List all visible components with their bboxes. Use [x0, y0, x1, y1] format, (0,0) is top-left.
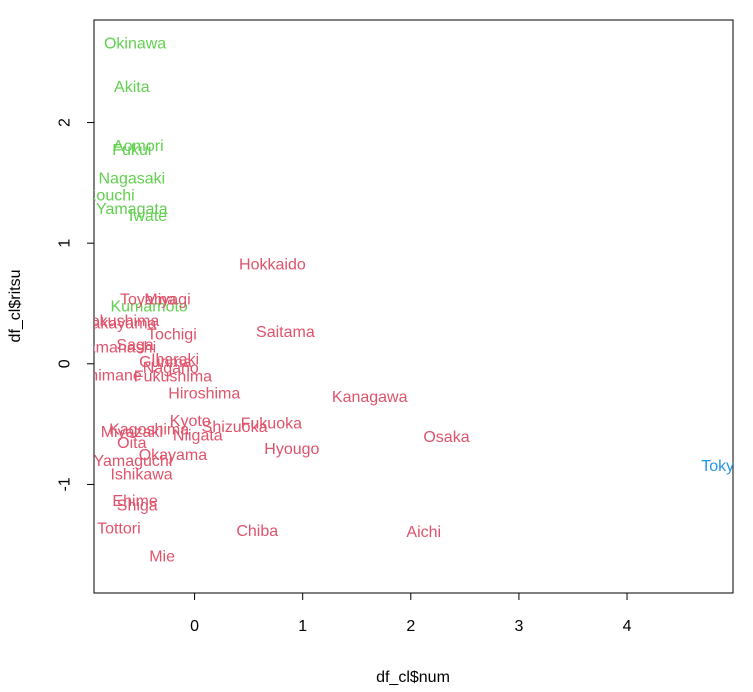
- point-label-ishikawa: Ishikawa: [110, 466, 172, 483]
- point-label-aichi: Aichi: [406, 524, 441, 541]
- point-label-miyagi: Miyagi: [144, 291, 190, 308]
- point-label-saga: Saga: [116, 337, 153, 354]
- point-label-shiga: Shiga: [117, 498, 158, 515]
- point-label-kyoto: Kyoto: [170, 413, 211, 430]
- x-tick-label: 1: [298, 618, 307, 635]
- point-label-tokushima: Tokushima: [83, 313, 160, 330]
- point-label-yamaguchi: Yamaguchi: [93, 453, 172, 470]
- point-label-hiroshima: Hiroshima: [168, 385, 240, 402]
- x-axis: 0 1 2 3 4: [190, 593, 632, 635]
- point-label-shizuoka: Shizuoka: [202, 419, 268, 436]
- point-label-tottori: Tottori: [97, 521, 141, 538]
- point-label-chiba: Chiba: [236, 523, 278, 540]
- y-tick-label: 2: [57, 118, 74, 127]
- point-label-miyazaki: Miyazaki: [101, 424, 163, 441]
- point-label-mie: Mie: [149, 548, 175, 565]
- y-axis-label: df_cl$ritsu: [7, 270, 24, 343]
- point-label-fukui: Fukui: [112, 142, 151, 159]
- point-label-fukushima: Fukushima: [134, 369, 212, 386]
- x-tick-label: 2: [406, 618, 415, 635]
- point-label-saitama: Saitama: [256, 324, 315, 341]
- point-label-osaka: Osaka: [423, 429, 469, 446]
- point-label-shimane: Shimane: [79, 367, 142, 384]
- point-label-akita: Akita: [114, 79, 150, 96]
- point-label-ehime: Ehime: [112, 493, 157, 510]
- point-label-okayama: Okayama: [139, 447, 208, 464]
- point-label-hyougo: Hyougo: [264, 441, 319, 458]
- x-tick-label: 3: [514, 618, 523, 635]
- point-label-ibaraki: Ibaraki: [151, 352, 199, 369]
- y-tick-label: 1: [57, 239, 74, 248]
- point-label-iwate: Iwate: [129, 208, 167, 225]
- point-label-nagasaki: Nagasaki: [98, 171, 165, 188]
- point-label-nagano: Nagano: [143, 360, 199, 377]
- point-label-yamanashi: Yamanashi: [77, 340, 156, 357]
- point-label-niigata: Niigata: [173, 428, 223, 445]
- y-tick-label: 0: [57, 359, 74, 368]
- point-label-kanagawa: Kanagawa: [332, 389, 408, 406]
- point-label-toyama: Toyama: [120, 291, 176, 308]
- point-label-okinawa: Okinawa: [104, 36, 166, 53]
- point-label-kumamoto: Kumamoto: [110, 299, 187, 316]
- plot-frame: [93, 19, 734, 594]
- point-label-yamagata: Yamagata: [96, 201, 168, 218]
- point-label-hokkaido: Hokkaido: [239, 256, 306, 273]
- x-axis-label: df_cl$num: [376, 669, 450, 686]
- point-label-kagoshima: Kagoshima: [109, 422, 189, 439]
- point-labels: OkinawaAkitaAomoriFukuiNagasakiKouchiYam…: [77, 36, 743, 566]
- x-tick-label: 0: [190, 618, 199, 635]
- y-tick-label: -1: [57, 477, 74, 491]
- y-axis: -1 0 1 2: [57, 118, 94, 492]
- point-label-fukuoka: Fukuoka: [241, 416, 302, 433]
- x-tick-label: 4: [623, 618, 632, 635]
- point-label-aomori: Aomori: [113, 138, 164, 155]
- point-label-tochigi: Tochigi: [147, 326, 197, 343]
- point-label-tokyo: Tokyo: [701, 458, 743, 475]
- point-label-oita: Oita: [117, 435, 146, 452]
- point-label-kouchi: Kouchi: [86, 188, 135, 205]
- point-label-gunma: Gunma: [139, 354, 192, 371]
- point-label-wakayama: Wakayama: [77, 315, 157, 332]
